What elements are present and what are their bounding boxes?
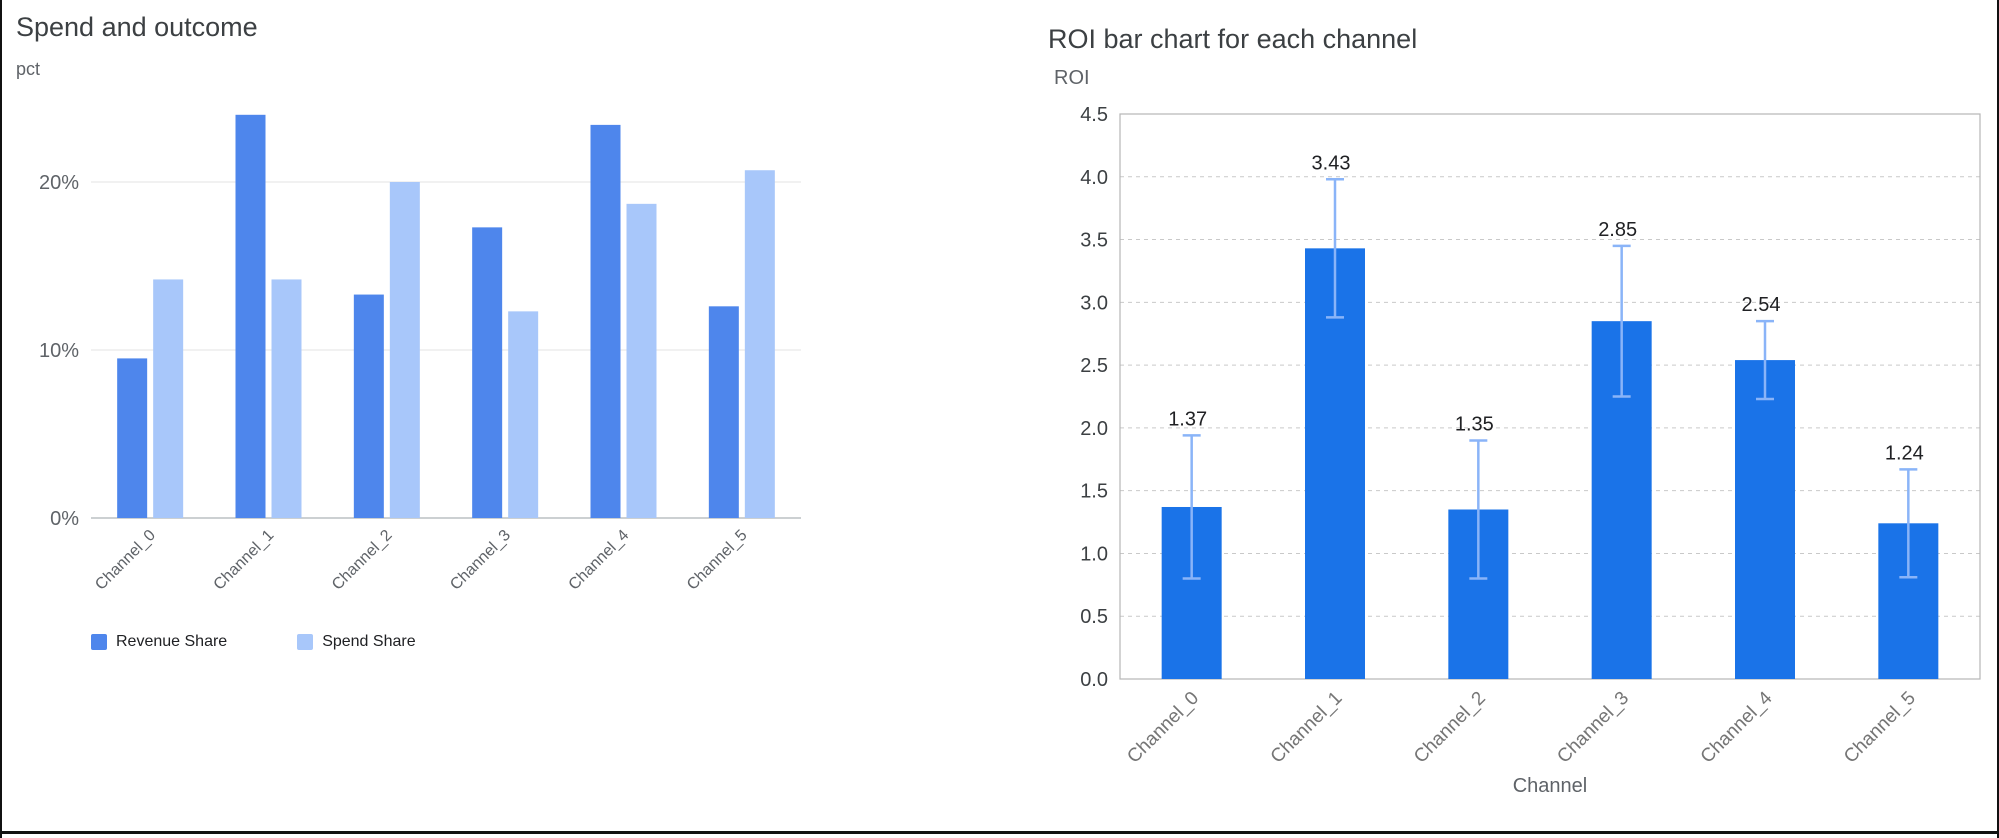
left-chart-title: Spend and outcome bbox=[16, 12, 258, 42]
x-tick-label: Channel_4 bbox=[566, 527, 633, 594]
window-bottom-edge bbox=[2, 831, 1997, 834]
legend-item: Spend Share bbox=[297, 633, 416, 651]
x-tick-label: Channel_3 bbox=[1553, 688, 1633, 764]
bar bbox=[235, 114, 266, 519]
legend-swatch bbox=[297, 634, 314, 650]
x-tick-label: Channel_2 bbox=[329, 527, 396, 594]
x-tick-label: Channel_0 bbox=[92, 527, 159, 594]
right-chart-x-axis-title: Channel bbox=[1512, 775, 1588, 797]
x-tick-label: Channel_1 bbox=[1267, 688, 1347, 764]
bar bbox=[626, 203, 657, 518]
bar bbox=[508, 311, 539, 518]
bar bbox=[590, 124, 621, 518]
x-tick-label: Channel_3 bbox=[447, 527, 514, 594]
bar bbox=[389, 182, 420, 518]
x-tick-label: Channel_5 bbox=[1840, 688, 1920, 764]
y-tick-label: 3.0 bbox=[1080, 292, 1108, 314]
spend-outcome-panel: Spend and outcome pct 0% 10% 20% Channel_0 C… bbox=[16, 12, 836, 651]
bar bbox=[271, 279, 302, 518]
right-chart-y-axis-title: ROI bbox=[1054, 67, 1090, 89]
y-tick-label: 20% bbox=[39, 172, 79, 194]
y-tick-label: 4.0 bbox=[1080, 167, 1108, 189]
value-label: 1.37 bbox=[1168, 408, 1207, 430]
roi-bar-chart: 0.0 0.5 1.0 1.5 2.0 2.5 3.0 3.5 4.0 4.5 1.37 Channe… bbox=[1048, 96, 1997, 769]
left-chart-svg: 0% 10% 20% Channel_0 Channel_1 Channel_2 Chann… bbox=[39, 114, 801, 594]
y-tick-label: 1.5 bbox=[1080, 481, 1108, 503]
legend-swatch bbox=[91, 634, 107, 650]
x-tick-label: Channel_0 bbox=[1123, 688, 1203, 764]
y-tick-label: 2.0 bbox=[1080, 418, 1108, 440]
y-tick-label: 0% bbox=[50, 508, 79, 530]
y-tick-label: 10% bbox=[39, 340, 79, 362]
legend-label: Spend Share bbox=[322, 633, 416, 650]
plot-border bbox=[1119, 113, 1981, 680]
y-tick-label: 4.5 bbox=[1080, 104, 1108, 126]
value-label: 3.43 bbox=[1312, 152, 1351, 174]
bar bbox=[472, 227, 503, 519]
bar bbox=[353, 294, 384, 518]
bar bbox=[153, 279, 184, 518]
bar bbox=[708, 306, 739, 518]
y-tick-label: 3.5 bbox=[1080, 230, 1108, 252]
x-tick-label: Channel_2 bbox=[1410, 688, 1490, 764]
x-tick-label: Channel_5 bbox=[684, 527, 751, 594]
y-tick-label: 1.0 bbox=[1080, 543, 1108, 565]
y-tick-label: 0.5 bbox=[1080, 606, 1108, 628]
roi-panel: ROI bar chart for each channel ROI 0.0 0.… bbox=[1048, 24, 1997, 798]
x-tick-label: Channel_1 bbox=[211, 527, 278, 594]
legend-item: Revenue Share bbox=[91, 633, 227, 651]
bar bbox=[1305, 248, 1365, 679]
bar bbox=[744, 170, 775, 518]
y-tick-label: 2.5 bbox=[1080, 355, 1108, 377]
value-label: 2.54 bbox=[1742, 294, 1781, 316]
chart-legend: Revenue Share Spend Share bbox=[91, 633, 836, 651]
legend-label: Revenue Share bbox=[116, 633, 228, 650]
value-label: 1.24 bbox=[1885, 442, 1924, 464]
x-tick-label: Channel_4 bbox=[1697, 687, 1777, 764]
right-chart-title: ROI bar chart for each channel bbox=[1048, 24, 1418, 54]
left-chart-y-axis-title: pct bbox=[16, 59, 41, 79]
value-label: 1.35 bbox=[1455, 413, 1494, 435]
right-chart-svg: 0.0 0.5 1.0 1.5 2.0 2.5 3.0 3.5 4.0 4.5 1.37 Channe… bbox=[1080, 104, 1981, 768]
value-label: 2.85 bbox=[1598, 219, 1637, 241]
grouped-bar-chart: 0% 10% 20% Channel_0 Channel_1 Channel_2 Chann… bbox=[16, 86, 836, 629]
bar bbox=[117, 358, 148, 518]
bar bbox=[1735, 360, 1795, 679]
y-tick-label: 0.0 bbox=[1080, 669, 1108, 691]
